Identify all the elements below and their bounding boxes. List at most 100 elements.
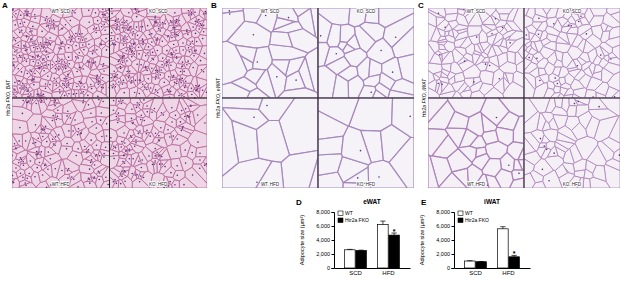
nucleus: [166, 61, 168, 63]
nucleus: [15, 96, 17, 98]
nucleus: [614, 96, 616, 98]
cell: [445, 35, 455, 43]
cell: [187, 145, 197, 160]
nucleus: [106, 49, 108, 51]
cell: [431, 27, 441, 42]
nucleus: [46, 141, 48, 143]
nucleus: [174, 81, 176, 83]
image-background: [12, 8, 207, 188]
nucleus: [95, 155, 97, 157]
cell: [52, 86, 64, 92]
cell: [491, 15, 500, 25]
nucleus: [528, 57, 530, 59]
cell: [150, 98, 163, 113]
nucleus: [473, 81, 475, 83]
cell: [196, 66, 207, 80]
cell: [129, 47, 133, 50]
nucleus: [48, 56, 50, 58]
nucleus: [138, 46, 140, 48]
cell: [110, 120, 126, 131]
nucleus: [94, 176, 96, 178]
nucleus: [46, 50, 48, 52]
nucleus: [41, 151, 43, 153]
nucleus: [464, 60, 466, 62]
cell: [35, 60, 42, 66]
nucleus: [168, 76, 170, 78]
cell: [12, 163, 21, 173]
nucleus: [203, 25, 205, 27]
cell: [164, 30, 171, 38]
cell: [12, 46, 21, 53]
nucleus: [64, 61, 66, 63]
nucleus: [110, 77, 112, 79]
nucleus: [117, 38, 119, 40]
nucleus: [133, 53, 135, 55]
nucleus: [77, 186, 79, 188]
cell: [26, 8, 33, 14]
cell: [43, 117, 56, 129]
nucleus: [105, 147, 107, 149]
cell: [545, 26, 560, 36]
nucleus: [32, 143, 34, 145]
nucleus: [49, 84, 51, 86]
nucleus: [123, 55, 125, 57]
nucleus: [437, 83, 439, 85]
cell: [65, 76, 71, 81]
nucleus: [495, 18, 497, 20]
nucleus: [115, 44, 117, 46]
nucleus: [32, 56, 34, 58]
cell: [583, 67, 592, 77]
nucleus: [13, 37, 15, 39]
cell: [12, 146, 25, 154]
nucleus: [557, 83, 559, 85]
cell: [174, 90, 182, 98]
cell: [19, 180, 30, 187]
histology-image: [12, 8, 207, 188]
cells: [12, 97, 110, 188]
nucleus: [111, 32, 113, 34]
nucleus: [41, 100, 43, 102]
cell: [74, 63, 81, 71]
nucleus: [131, 56, 133, 58]
nucleus: [125, 50, 127, 52]
nucleus: [74, 119, 76, 121]
nucleus: [38, 68, 40, 70]
nucleus: [35, 142, 37, 144]
nucleus: [25, 185, 27, 187]
nucleus: [88, 104, 90, 106]
nucleus: [65, 68, 67, 70]
nucleus: [32, 61, 34, 63]
nucleus: [17, 45, 19, 47]
nucleus: [137, 35, 139, 37]
nucleus: [144, 86, 146, 88]
nucleus: [335, 53, 337, 55]
nucleus: [118, 100, 120, 102]
nucleus: [96, 75, 98, 77]
cell: [23, 90, 30, 95]
nucleus: [30, 93, 32, 95]
nucleus: [164, 23, 166, 25]
nucleus: [78, 38, 80, 40]
nucleus: [95, 61, 97, 63]
nucleus: [147, 25, 149, 27]
nucleus: [157, 92, 159, 94]
cell: [50, 129, 60, 141]
cell: [332, 74, 348, 98]
nucleus: [28, 173, 30, 175]
nucleus: [58, 47, 60, 49]
nucleus: [118, 118, 120, 120]
panel-label: Htr2a FKO, eWAT: [215, 77, 221, 118]
nucleus: [183, 184, 185, 186]
cell: [428, 8, 446, 18]
nucleus: [82, 39, 84, 41]
cell: [80, 64, 91, 76]
nucleus: [104, 19, 106, 21]
nucleus: [166, 65, 168, 67]
cell: [51, 159, 61, 177]
nucleus: [146, 133, 148, 135]
nucleus: [111, 8, 113, 9]
cell: [181, 22, 191, 30]
nucleus: [68, 84, 70, 86]
cell: [595, 82, 609, 96]
cell: [130, 141, 145, 147]
